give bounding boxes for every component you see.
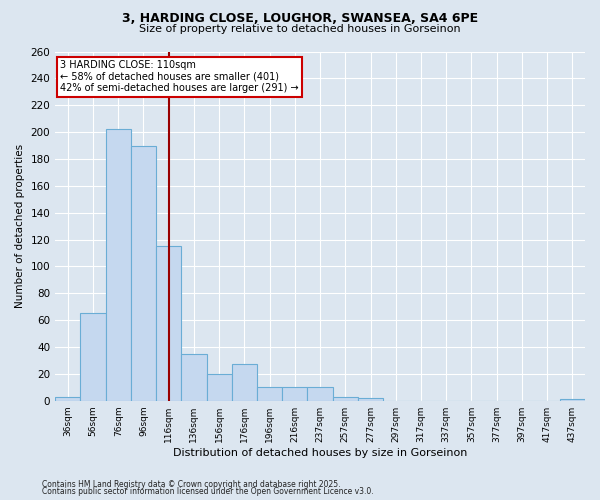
Bar bbox=[307, 388, 332, 400]
Bar bbox=[55, 396, 80, 400]
Bar bbox=[282, 388, 307, 400]
Bar bbox=[206, 374, 232, 400]
Bar bbox=[358, 398, 383, 400]
Text: Contains HM Land Registry data © Crown copyright and database right 2025.: Contains HM Land Registry data © Crown c… bbox=[42, 480, 341, 489]
X-axis label: Distribution of detached houses by size in Gorseinon: Distribution of detached houses by size … bbox=[173, 448, 467, 458]
Bar bbox=[156, 246, 181, 400]
Bar bbox=[232, 364, 257, 400]
Bar bbox=[131, 146, 156, 400]
Text: 3, HARDING CLOSE, LOUGHOR, SWANSEA, SA4 6PE: 3, HARDING CLOSE, LOUGHOR, SWANSEA, SA4 … bbox=[122, 12, 478, 26]
Bar bbox=[106, 130, 131, 400]
Bar bbox=[332, 396, 358, 400]
Bar bbox=[80, 314, 106, 400]
Text: 3 HARDING CLOSE: 110sqm
← 58% of detached houses are smaller (401)
42% of semi-d: 3 HARDING CLOSE: 110sqm ← 58% of detache… bbox=[61, 60, 299, 94]
Y-axis label: Number of detached properties: Number of detached properties bbox=[15, 144, 25, 308]
Text: Contains public sector information licensed under the Open Government Licence v3: Contains public sector information licen… bbox=[42, 487, 374, 496]
Bar bbox=[257, 388, 282, 400]
Bar bbox=[181, 354, 206, 401]
Text: Size of property relative to detached houses in Gorseinon: Size of property relative to detached ho… bbox=[139, 24, 461, 34]
